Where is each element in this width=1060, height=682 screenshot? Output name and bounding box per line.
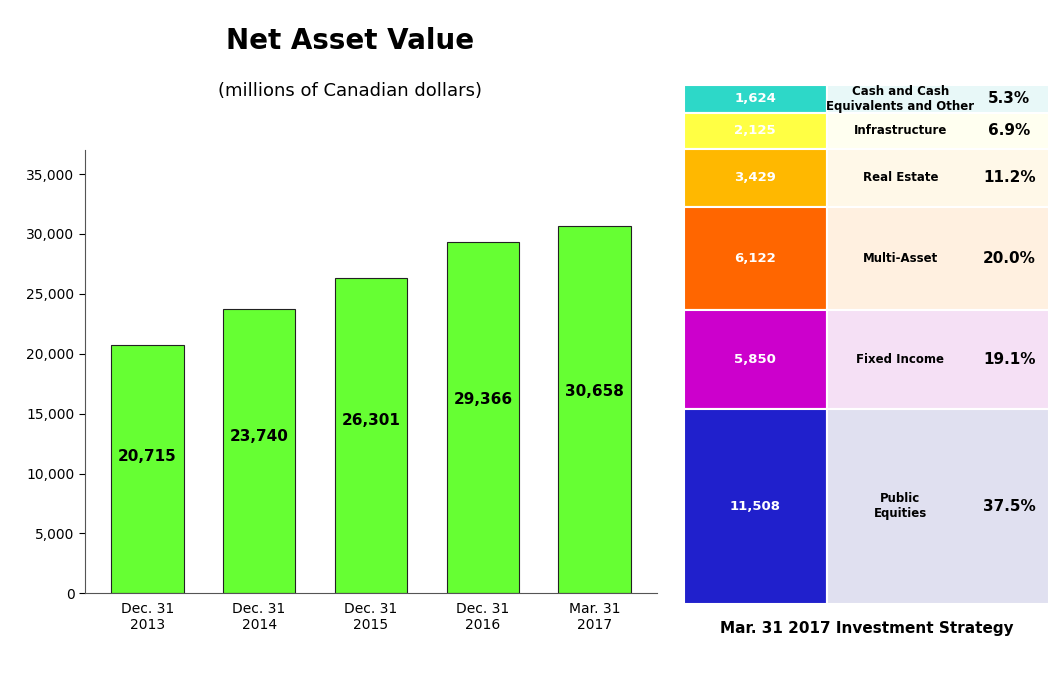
- Text: Public
Equities: Public Equities: [873, 492, 926, 520]
- Text: 11,508: 11,508: [729, 500, 781, 513]
- Text: 30,658: 30,658: [565, 384, 624, 399]
- Text: 6,122: 6,122: [735, 252, 776, 265]
- Text: 20,715: 20,715: [118, 449, 177, 464]
- Text: 3,429: 3,429: [735, 171, 776, 184]
- Text: 2,125: 2,125: [735, 124, 776, 137]
- Text: (millions of Canadian dollars): (millions of Canadian dollars): [217, 82, 482, 100]
- Text: Cash and Cash
Equivalents and Other: Cash and Cash Equivalents and Other: [826, 85, 974, 113]
- Text: 1,624: 1,624: [735, 93, 776, 106]
- Text: 23,740: 23,740: [230, 430, 288, 445]
- Bar: [111, 345, 183, 593]
- Text: 26,301: 26,301: [341, 413, 401, 428]
- Text: Real Estate: Real Estate: [863, 171, 938, 184]
- Text: 20.0%: 20.0%: [983, 251, 1036, 266]
- Text: Mar. 31 2017 Investment Strategy: Mar. 31 2017 Investment Strategy: [720, 621, 1013, 636]
- Text: 11.2%: 11.2%: [983, 170, 1036, 185]
- Text: 29,366: 29,366: [454, 392, 512, 407]
- Text: 19.1%: 19.1%: [983, 352, 1036, 367]
- Text: Multi-Asset: Multi-Asset: [863, 252, 938, 265]
- Text: 37.5%: 37.5%: [983, 499, 1036, 514]
- Text: 5.3%: 5.3%: [988, 91, 1030, 106]
- Bar: [559, 226, 631, 593]
- Text: Fixed Income: Fixed Income: [856, 353, 944, 366]
- Text: Infrastructure: Infrastructure: [853, 124, 947, 137]
- Bar: [335, 278, 407, 593]
- Bar: [446, 241, 519, 593]
- Text: 5,850: 5,850: [735, 353, 776, 366]
- Text: Net Asset Value: Net Asset Value: [226, 27, 474, 55]
- Bar: [223, 309, 296, 593]
- Text: 6.9%: 6.9%: [988, 123, 1030, 138]
